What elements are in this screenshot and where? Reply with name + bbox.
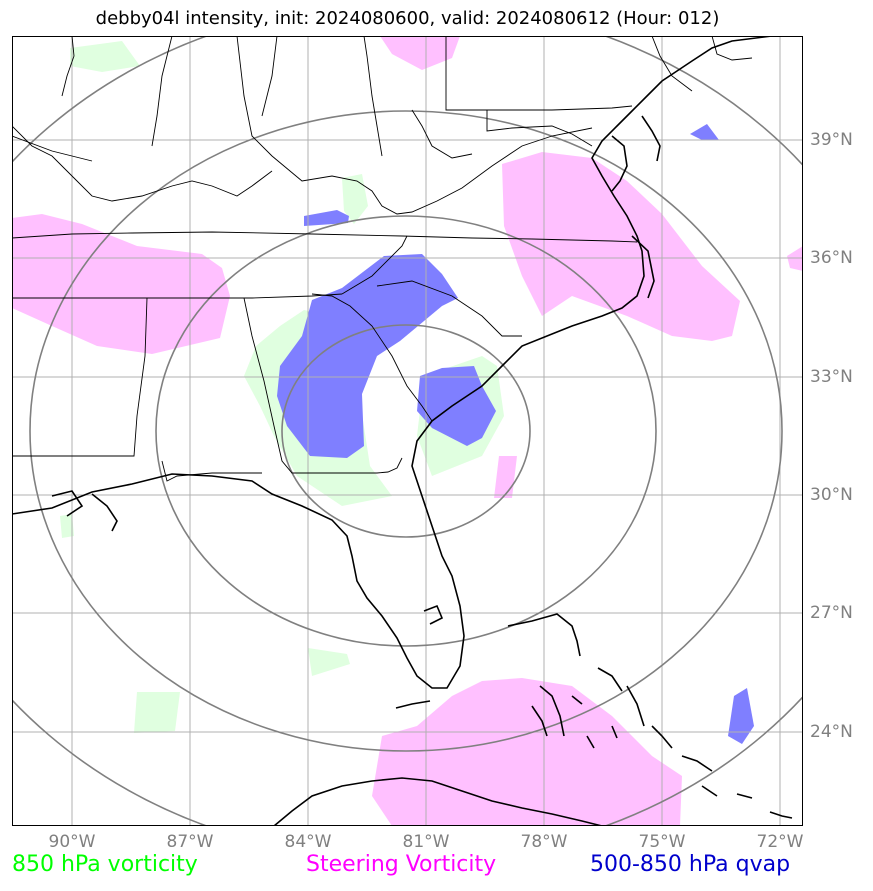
lat-label-30n: 30°N	[810, 485, 853, 505]
lat-label-27n: 27°N	[810, 603, 853, 623]
legend-850-vorticity: 850 hPa vorticity	[12, 852, 198, 877]
state-boundaries	[12, 36, 753, 482]
islands	[273, 604, 793, 826]
map-title: debby04l intensity, init: 2024080600, va…	[95, 8, 720, 29]
coastlines	[12, 36, 773, 689]
lat-label-39n: 39°N	[810, 130, 853, 150]
lon-label-90w: 90°W	[48, 832, 96, 852]
lon-label-84w: 84°W	[284, 832, 332, 852]
lon-label-72w: 72°W	[756, 832, 804, 852]
steering-vorticity-regions	[12, 36, 803, 826]
legend-steering-vorticity: Steering Vorticity	[306, 852, 497, 877]
gridlines	[12, 36, 803, 826]
map-canvas	[12, 36, 803, 826]
map-panel	[12, 36, 803, 826]
qvap-regions	[277, 124, 754, 744]
lat-label-36n: 36°N	[810, 248, 853, 268]
range-rings	[12, 36, 803, 826]
legend-qvap: 500-850 hPa qvap	[590, 852, 791, 877]
lon-label-75w: 75°W	[638, 832, 686, 852]
lon-label-87w: 87°W	[166, 832, 214, 852]
lat-label-33n: 33°N	[810, 367, 853, 387]
map-frame	[12, 36, 803, 826]
lon-label-81w: 81°W	[402, 832, 450, 852]
lat-label-24n: 24°N	[810, 722, 853, 742]
lon-label-78w: 78°W	[520, 832, 568, 852]
